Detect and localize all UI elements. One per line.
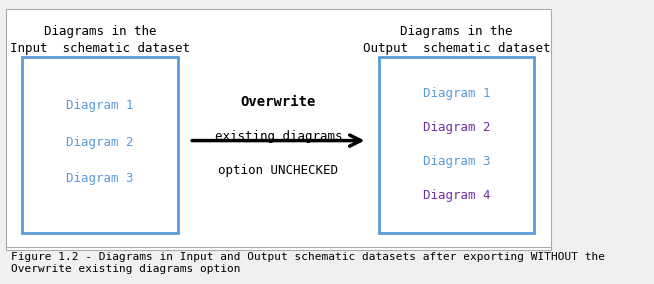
Text: Output  schematic dataset: Output schematic dataset — [363, 42, 550, 55]
Text: Diagram 3: Diagram 3 — [422, 155, 490, 168]
Text: Diagram 1: Diagram 1 — [422, 87, 490, 100]
FancyBboxPatch shape — [22, 57, 178, 233]
Text: existing diagrams: existing diagrams — [215, 130, 342, 143]
Text: Diagram 4: Diagram 4 — [422, 189, 490, 202]
FancyBboxPatch shape — [379, 57, 534, 233]
Text: option UNCHECKED: option UNCHECKED — [218, 164, 338, 177]
Text: Diagram 1: Diagram 1 — [67, 99, 134, 112]
Text: Diagram 2: Diagram 2 — [67, 135, 134, 149]
Text: Diagram 3: Diagram 3 — [67, 172, 134, 185]
Text: Diagram 2: Diagram 2 — [422, 121, 490, 134]
FancyBboxPatch shape — [6, 9, 551, 250]
Text: Input  schematic dataset: Input schematic dataset — [10, 42, 190, 55]
Text: Overwrite: Overwrite — [241, 95, 316, 109]
Text: Diagrams in the: Diagrams in the — [400, 25, 513, 38]
Text: Diagrams in the: Diagrams in the — [44, 25, 156, 38]
Text: Figure 1.2 - Diagrams in Input and Output schematic datasets after exporting WIT: Figure 1.2 - Diagrams in Input and Outpu… — [11, 252, 605, 273]
